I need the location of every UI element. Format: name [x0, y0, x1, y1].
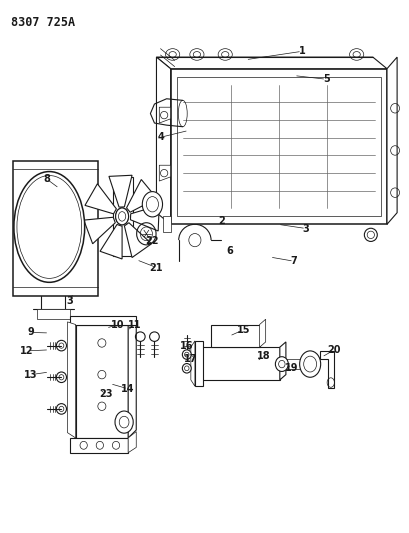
Text: 18: 18: [256, 351, 270, 361]
Ellipse shape: [142, 191, 162, 217]
Text: 9: 9: [28, 327, 34, 337]
Text: 16: 16: [180, 341, 193, 351]
Polygon shape: [109, 175, 132, 207]
Text: 3: 3: [66, 296, 73, 306]
Polygon shape: [128, 318, 136, 438]
Polygon shape: [194, 341, 202, 386]
Polygon shape: [170, 69, 386, 224]
Text: 7: 7: [290, 256, 297, 266]
Text: 21: 21: [149, 263, 163, 272]
Text: 12: 12: [20, 346, 34, 356]
Text: 3: 3: [302, 223, 309, 233]
Text: 19: 19: [285, 363, 298, 373]
Ellipse shape: [182, 350, 191, 359]
Polygon shape: [85, 184, 116, 214]
Ellipse shape: [115, 411, 133, 433]
Polygon shape: [70, 316, 136, 325]
Ellipse shape: [299, 351, 320, 377]
Text: 17: 17: [184, 354, 197, 364]
Text: 23: 23: [99, 389, 112, 399]
Polygon shape: [124, 223, 151, 257]
Ellipse shape: [115, 208, 128, 225]
Polygon shape: [162, 216, 170, 232]
Ellipse shape: [14, 172, 85, 282]
Polygon shape: [190, 341, 194, 386]
Polygon shape: [13, 161, 98, 295]
Polygon shape: [126, 180, 157, 212]
Polygon shape: [67, 322, 75, 438]
Polygon shape: [198, 347, 279, 380]
Text: 8307 725A: 8307 725A: [11, 16, 75, 29]
Text: 4: 4: [157, 132, 164, 142]
Polygon shape: [259, 319, 265, 347]
Polygon shape: [130, 205, 159, 231]
Text: 5: 5: [322, 74, 329, 84]
Polygon shape: [156, 57, 386, 69]
Text: 6: 6: [225, 246, 232, 256]
Polygon shape: [83, 217, 115, 244]
Polygon shape: [70, 438, 128, 453]
Polygon shape: [113, 177, 133, 256]
Text: 20: 20: [327, 345, 340, 355]
Polygon shape: [159, 165, 170, 181]
Polygon shape: [386, 57, 396, 224]
Ellipse shape: [275, 357, 288, 372]
Polygon shape: [285, 359, 299, 369]
Text: 1: 1: [298, 46, 305, 56]
Ellipse shape: [182, 364, 191, 373]
Polygon shape: [75, 325, 128, 438]
Text: 15: 15: [236, 325, 249, 335]
Polygon shape: [37, 309, 70, 319]
Polygon shape: [100, 224, 122, 259]
Text: 13: 13: [24, 369, 38, 379]
Ellipse shape: [115, 208, 128, 225]
Polygon shape: [279, 342, 285, 380]
Polygon shape: [319, 351, 334, 388]
Polygon shape: [156, 57, 170, 224]
Text: 14: 14: [121, 384, 135, 394]
Polygon shape: [128, 432, 136, 453]
Text: 22: 22: [145, 236, 159, 246]
Text: 8: 8: [44, 174, 51, 184]
Text: 11: 11: [127, 319, 141, 329]
Polygon shape: [159, 107, 170, 123]
Text: 10: 10: [111, 319, 124, 329]
Polygon shape: [211, 325, 259, 347]
Text: 2: 2: [217, 216, 224, 225]
